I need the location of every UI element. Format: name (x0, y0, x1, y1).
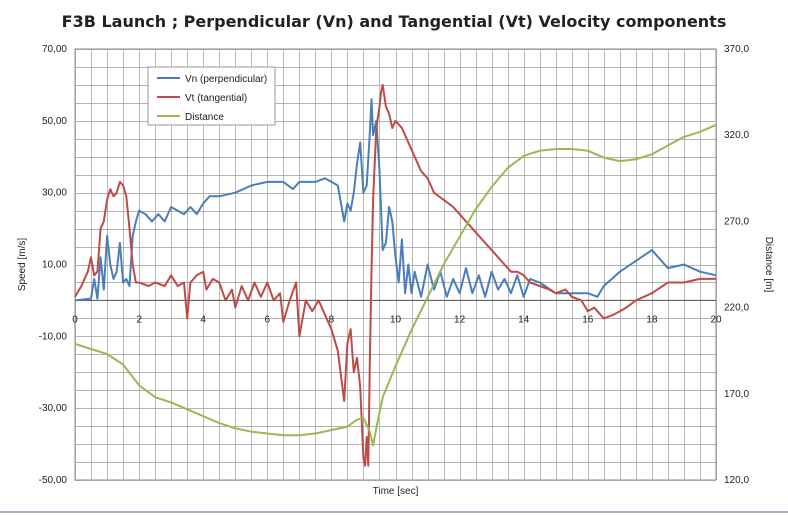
series-line-0 (74, 98, 717, 302)
legend-label: Vn (perpendicular) (185, 74, 267, 85)
x-tick-label: 14 (518, 314, 530, 325)
y-tick-label: -10,00 (39, 331, 68, 342)
y2-axis-title: Distance [m] (763, 237, 774, 293)
y-tick-label: 10,00 (42, 260, 67, 271)
x-tick-label: 18 (646, 314, 658, 325)
x-tick-label: 0 (72, 314, 78, 325)
y-axis-title: Speed [m/s] (17, 238, 28, 292)
series-line-2 (74, 123, 717, 447)
x-tick-label: 16 (582, 314, 594, 325)
y-tick-label: 70,00 (42, 44, 67, 55)
legend-label: Vt (tangential) (185, 93, 247, 104)
y2-tick-label: 170,0 (724, 389, 749, 400)
y-tick-label: 30,00 (42, 188, 67, 199)
x-tick-label: 12 (454, 314, 466, 325)
x-tick-label: 20 (710, 314, 722, 325)
series-line-1 (74, 83, 716, 467)
x-axis-title: Time [sec] (373, 486, 419, 497)
y2-tick-label: 220,0 (724, 303, 749, 314)
x-tick-label: 4 (200, 314, 206, 325)
x-tick-label: 6 (265, 314, 271, 325)
x-tick-label: 2 (136, 314, 142, 325)
y2-tick-label: 370,0 (724, 44, 749, 55)
y2-tick-label: 320,0 (724, 130, 749, 141)
x-tick-label: 10 (390, 314, 402, 325)
x-tick-label: 8 (329, 314, 335, 325)
y2-tick-label: 270,0 (724, 216, 749, 227)
chart-title: F3B Launch ; Perpendicular (Vn) and Tang… (61, 12, 727, 31)
legend-label: Distance (185, 112, 224, 123)
y-tick-label: -50,00 (39, 475, 68, 486)
y2-tick-label: 120,0 (724, 475, 749, 486)
y-tick-label: -30,00 (39, 403, 68, 414)
y-tick-label: 50,00 (42, 116, 67, 127)
